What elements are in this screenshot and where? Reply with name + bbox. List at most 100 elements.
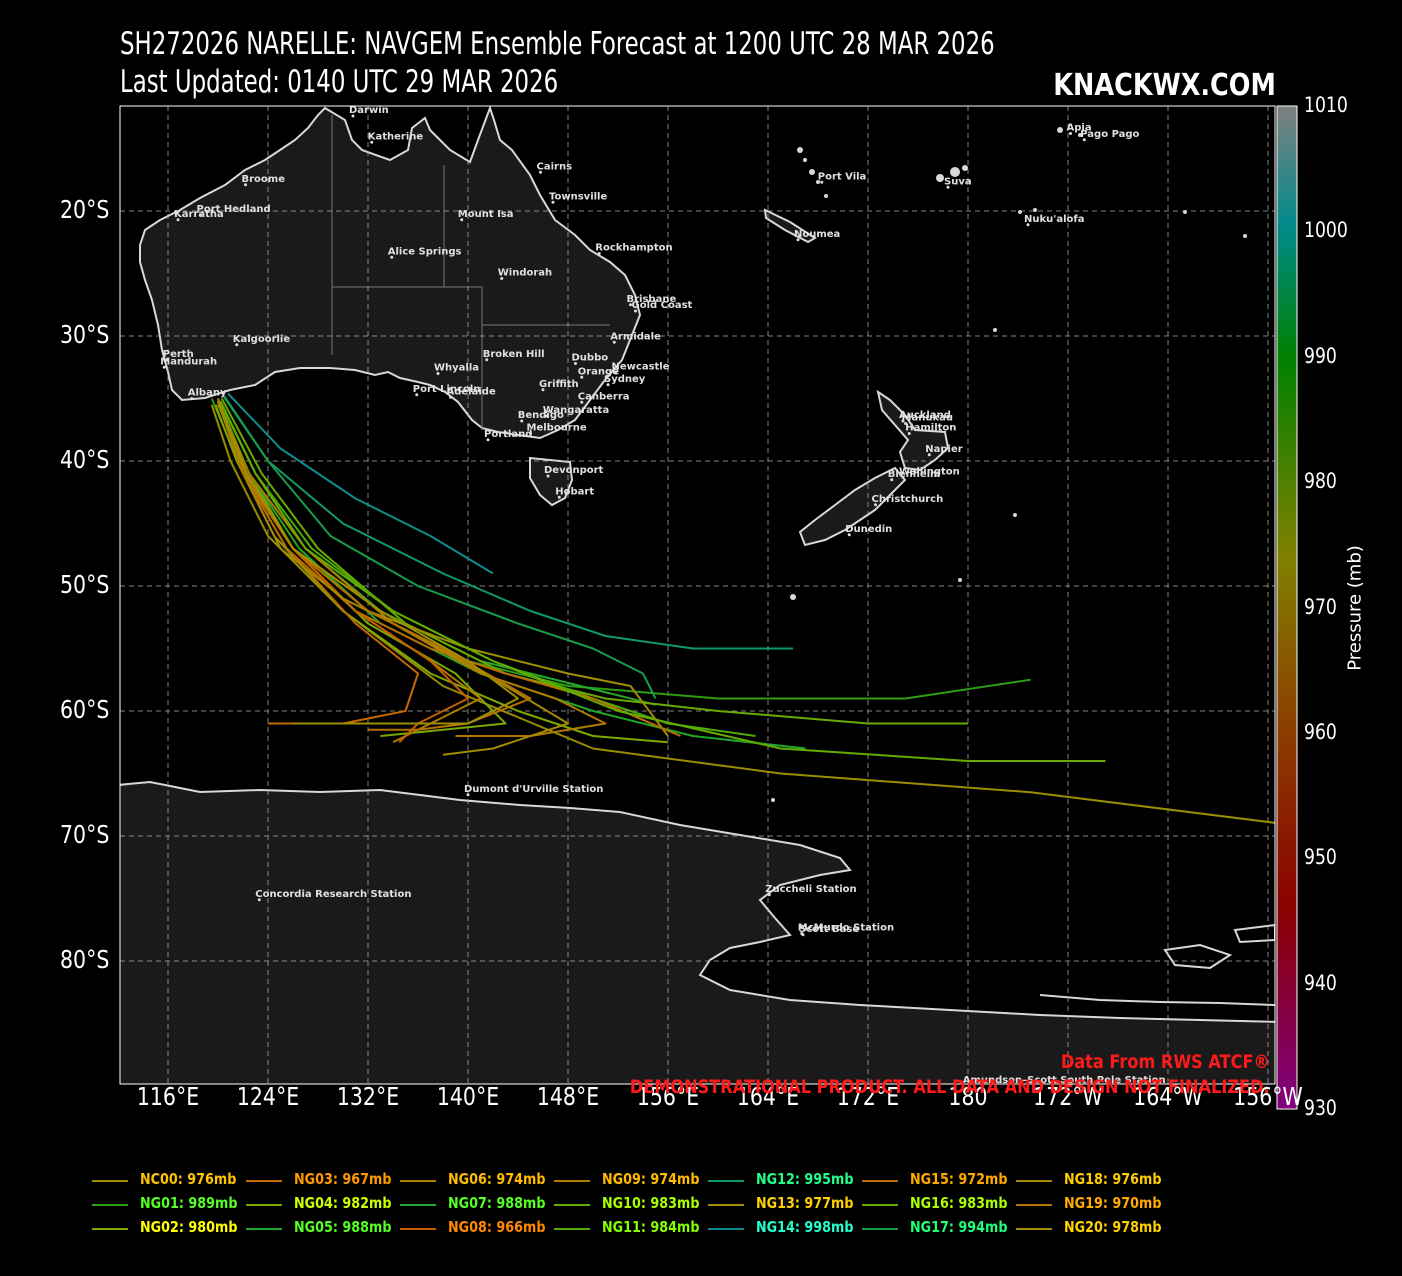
place-label: Bendigo [518,410,564,421]
colorbar-tick: 1000 [1304,218,1348,243]
legend-label: NG11: 984mb [602,1218,700,1236]
place-marker [466,793,470,797]
legend-label: NG18: 976mb [1064,1170,1162,1188]
place-label: Townsville [549,191,607,202]
place-marker [460,218,464,222]
longitude-label: 172°W [1033,1082,1103,1111]
place-marker [390,255,394,259]
legend-label: NG08: 966mb [448,1218,546,1236]
legend-swatch [400,1228,436,1230]
legend-swatch [708,1204,744,1206]
colorbar-tick: 930 [1304,1096,1337,1121]
longitude-label: 156°W [1233,1082,1303,1111]
legend-label: NG05: 988mb [294,1218,392,1236]
legend-label: NG01: 989mb [140,1194,238,1212]
place-marker [370,140,374,144]
track-ng20 [217,400,519,725]
place-marker [541,388,545,392]
place-label: Brisbane [627,294,677,305]
place-marker [874,503,877,507]
ross-ice-shelf-edge [1039,994,1275,1006]
place-marker [796,238,800,242]
longitude-label: 148°E [536,1082,600,1111]
place-marker [190,397,194,400]
legend-label: NG02: 980mb [140,1218,238,1236]
place-marker [546,474,550,478]
track-nc00 [210,404,1275,824]
colorbar-tick: 970 [1304,594,1337,619]
place-label: Port Hedland [197,204,271,215]
place-marker [257,898,261,902]
pressure-colorbar [1276,105,1298,1110]
demo-disclaimer: DEMONSTRATIONAL PRODUCT. ALL DATA AND DE… [630,1076,1270,1098]
longitude-label: 140°E [436,1082,500,1111]
place-marker [557,495,561,499]
australia-landmass [139,106,642,440]
legend-label: NG04: 982mb [294,1194,392,1212]
state-borders [331,115,610,430]
place-marker [539,170,542,174]
longitude-label: 164°W [1133,1082,1203,1111]
legend-label: NG19: 970mb [1064,1194,1162,1212]
place-marker [436,372,440,375]
legend-swatch [862,1228,898,1230]
place-marker [767,893,771,897]
place-marker [486,438,490,442]
latitude-label: 70°S [60,820,110,849]
place-marker [1026,223,1030,227]
longitude-label: 180 [948,1082,988,1111]
legend-swatch [92,1180,128,1182]
place-marker [907,432,911,435]
place-marker [634,309,637,313]
place-marker [801,933,805,937]
brand-logo: KNACKWX.COM [1053,68,1276,103]
place-marker [901,419,905,423]
place-marker [946,185,950,189]
legend-label: NG03: 967mb [294,1170,392,1188]
place-marker [545,414,549,418]
legend-swatch [1016,1204,1052,1206]
place-label: Portland [484,429,532,440]
place-label: Dubbo [572,353,609,364]
place-marker [485,358,489,362]
place-label: Auckland [899,410,951,421]
longitude-label: 172°E [836,1082,900,1111]
tasmania [529,456,574,507]
colorbar-label: Pressure (mb) [1344,545,1366,671]
new-zealand-north-island [876,389,950,472]
place-label: Dunedin [845,524,892,535]
place-marker [529,432,532,435]
legend-swatch [246,1228,282,1230]
place-marker [500,277,504,280]
place-label: Mount Isa [458,209,514,220]
legend-swatch [862,1204,898,1206]
place-label: Broken Hill [483,349,545,360]
new-caledonia [763,208,817,244]
place-marker [551,200,555,204]
colorbar-tick: 980 [1304,469,1337,494]
legend-swatch [554,1180,590,1182]
place-marker [901,475,905,479]
legend-swatch [92,1204,128,1206]
place-marker [199,213,202,217]
place-label: Manukau [902,413,953,424]
legend-swatch [246,1204,282,1206]
new-zealand-south-island [798,466,907,547]
latitude-label: 60°S [60,695,110,724]
longitude-label: 156°E [636,1082,700,1111]
place-label: Scott Base [799,924,859,935]
place-marker [244,183,247,187]
place-label: Concordia Research Station [255,889,411,900]
place-marker [614,370,617,374]
legend-label: NC00: 976mb [140,1170,237,1188]
place-label: Napier [925,444,962,455]
place-label: Armidale [610,331,661,342]
legend-swatch [1016,1228,1052,1230]
place-label: Karratha [174,209,224,220]
antarctica-landmass [120,780,1275,1084]
place-marker [176,218,180,222]
place-label: Katherine [368,131,424,142]
antarctic-island-east [1233,923,1275,944]
gridlines [120,106,1275,1084]
map-frame [119,105,1276,1085]
